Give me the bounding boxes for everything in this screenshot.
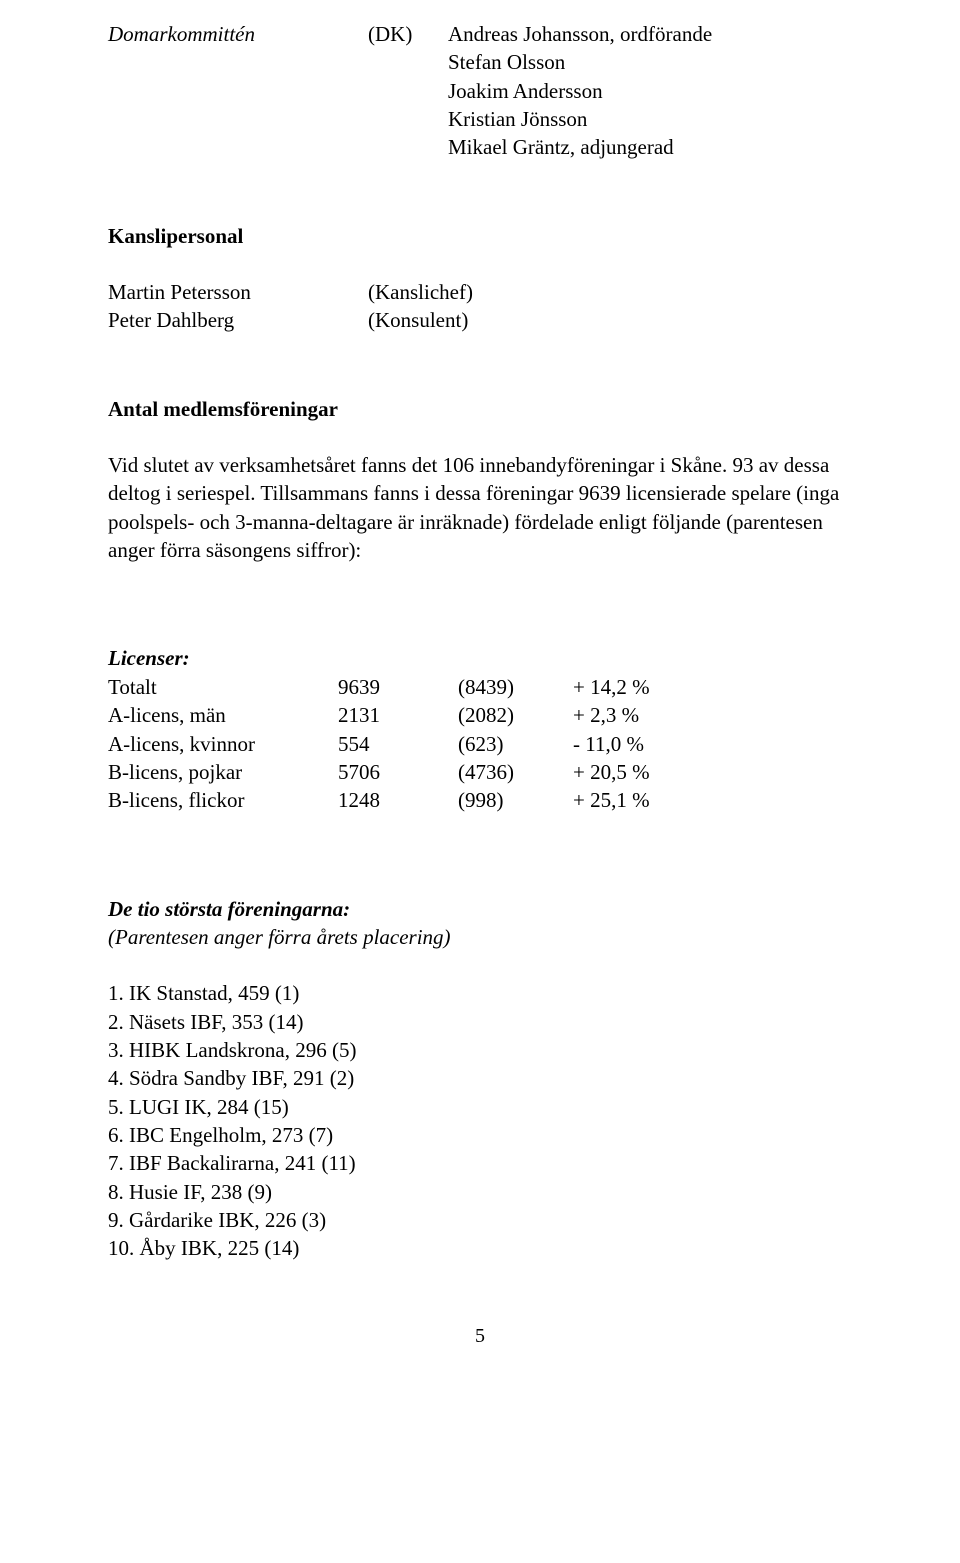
topclub-item: 2. Näsets IBF, 353 (14) xyxy=(108,1008,852,1036)
topclub-item: 6. IBC Engelholm, 273 (7) xyxy=(108,1121,852,1149)
license-change: - 11,0 % xyxy=(573,730,852,758)
license-prev: (4736) xyxy=(458,758,573,786)
license-prev: (998) xyxy=(458,786,573,814)
committee-label: Domarkommittén xyxy=(108,20,368,162)
kansli-role: (Konsulent) xyxy=(368,306,852,334)
committee-member: Stefan Olsson xyxy=(448,48,852,76)
topclubs-subnote: (Parentesen anger förra årets placering) xyxy=(108,923,852,951)
license-change: + 25,1 % xyxy=(573,786,852,814)
license-change: + 20,5 % xyxy=(573,758,852,786)
committee-chair: Andreas Johansson, ordförande xyxy=(448,20,852,48)
membership-heading: Antal medlemsföreningar xyxy=(108,395,852,423)
committee-member: Kristian Jönsson xyxy=(448,105,852,133)
page-number: 5 xyxy=(108,1323,852,1350)
topclub-item: 10. Åby IBK, 225 (14) xyxy=(108,1234,852,1262)
topclub-item: 1. IK Stanstad, 459 (1) xyxy=(108,979,852,1007)
kansli-role: (Kanslichef) xyxy=(368,278,852,306)
kansli-heading: Kanslipersonal xyxy=(108,222,852,250)
kansli-row: Peter Dahlberg (Konsulent) xyxy=(108,306,852,334)
license-row: A-licens, män 2131 (2082) + 2,3 % xyxy=(108,701,852,729)
committee-row: Domarkommittén (DK) Andreas Johansson, o… xyxy=(108,20,852,162)
committee-member: Joakim Andersson xyxy=(448,77,852,105)
topclub-item: 8. Husie IF, 238 (9) xyxy=(108,1178,852,1206)
license-value: 5706 xyxy=(338,758,458,786)
topclub-item: 9. Gårdarike IBK, 226 (3) xyxy=(108,1206,852,1234)
kansli-name: Peter Dahlberg xyxy=(108,306,368,334)
license-value: 554 xyxy=(338,730,458,758)
kansli-row: Martin Petersson (Kanslichef) xyxy=(108,278,852,306)
license-label: B-licens, pojkar xyxy=(108,758,338,786)
license-row: B-licens, pojkar 5706 (4736) + 20,5 % xyxy=(108,758,852,786)
license-change: + 14,2 % xyxy=(573,673,852,701)
license-row: A-licens, kvinnor 554 (623) - 11,0 % xyxy=(108,730,852,758)
topclubs-heading: De tio största föreningarna: xyxy=(108,895,852,923)
topclub-item: 7. IBF Backalirarna, 241 (11) xyxy=(108,1149,852,1177)
license-row: Totalt 9639 (8439) + 14,2 % xyxy=(108,673,852,701)
license-prev: (2082) xyxy=(458,701,573,729)
topclub-item: 3. HIBK Landskrona, 296 (5) xyxy=(108,1036,852,1064)
license-label: A-licens, män xyxy=(108,701,338,729)
membership-paragraph: Vid slutet av verksamhetsåret fanns det … xyxy=(108,451,852,564)
license-value: 1248 xyxy=(338,786,458,814)
license-label: Totalt xyxy=(108,673,338,701)
license-value: 2131 xyxy=(338,701,458,729)
license-label: A-licens, kvinnor xyxy=(108,730,338,758)
license-prev: (623) xyxy=(458,730,573,758)
topclub-item: 5. LUGI IK, 284 (15) xyxy=(108,1093,852,1121)
license-label: B-licens, flickor xyxy=(108,786,338,814)
kansli-name: Martin Petersson xyxy=(108,278,368,306)
license-value: 9639 xyxy=(338,673,458,701)
topclub-item: 4. Södra Sandby IBF, 291 (2) xyxy=(108,1064,852,1092)
license-change: + 2,3 % xyxy=(573,701,852,729)
license-prev: (8439) xyxy=(458,673,573,701)
committee-abbr: (DK) xyxy=(368,20,448,162)
committee-members: Andreas Johansson, ordförande Stefan Ols… xyxy=(448,20,852,162)
license-row: B-licens, flickor 1248 (998) + 25,1 % xyxy=(108,786,852,814)
committee-member: Mikael Gräntz, adjungerad xyxy=(448,133,852,161)
licenses-heading: Licenser: xyxy=(108,644,852,672)
